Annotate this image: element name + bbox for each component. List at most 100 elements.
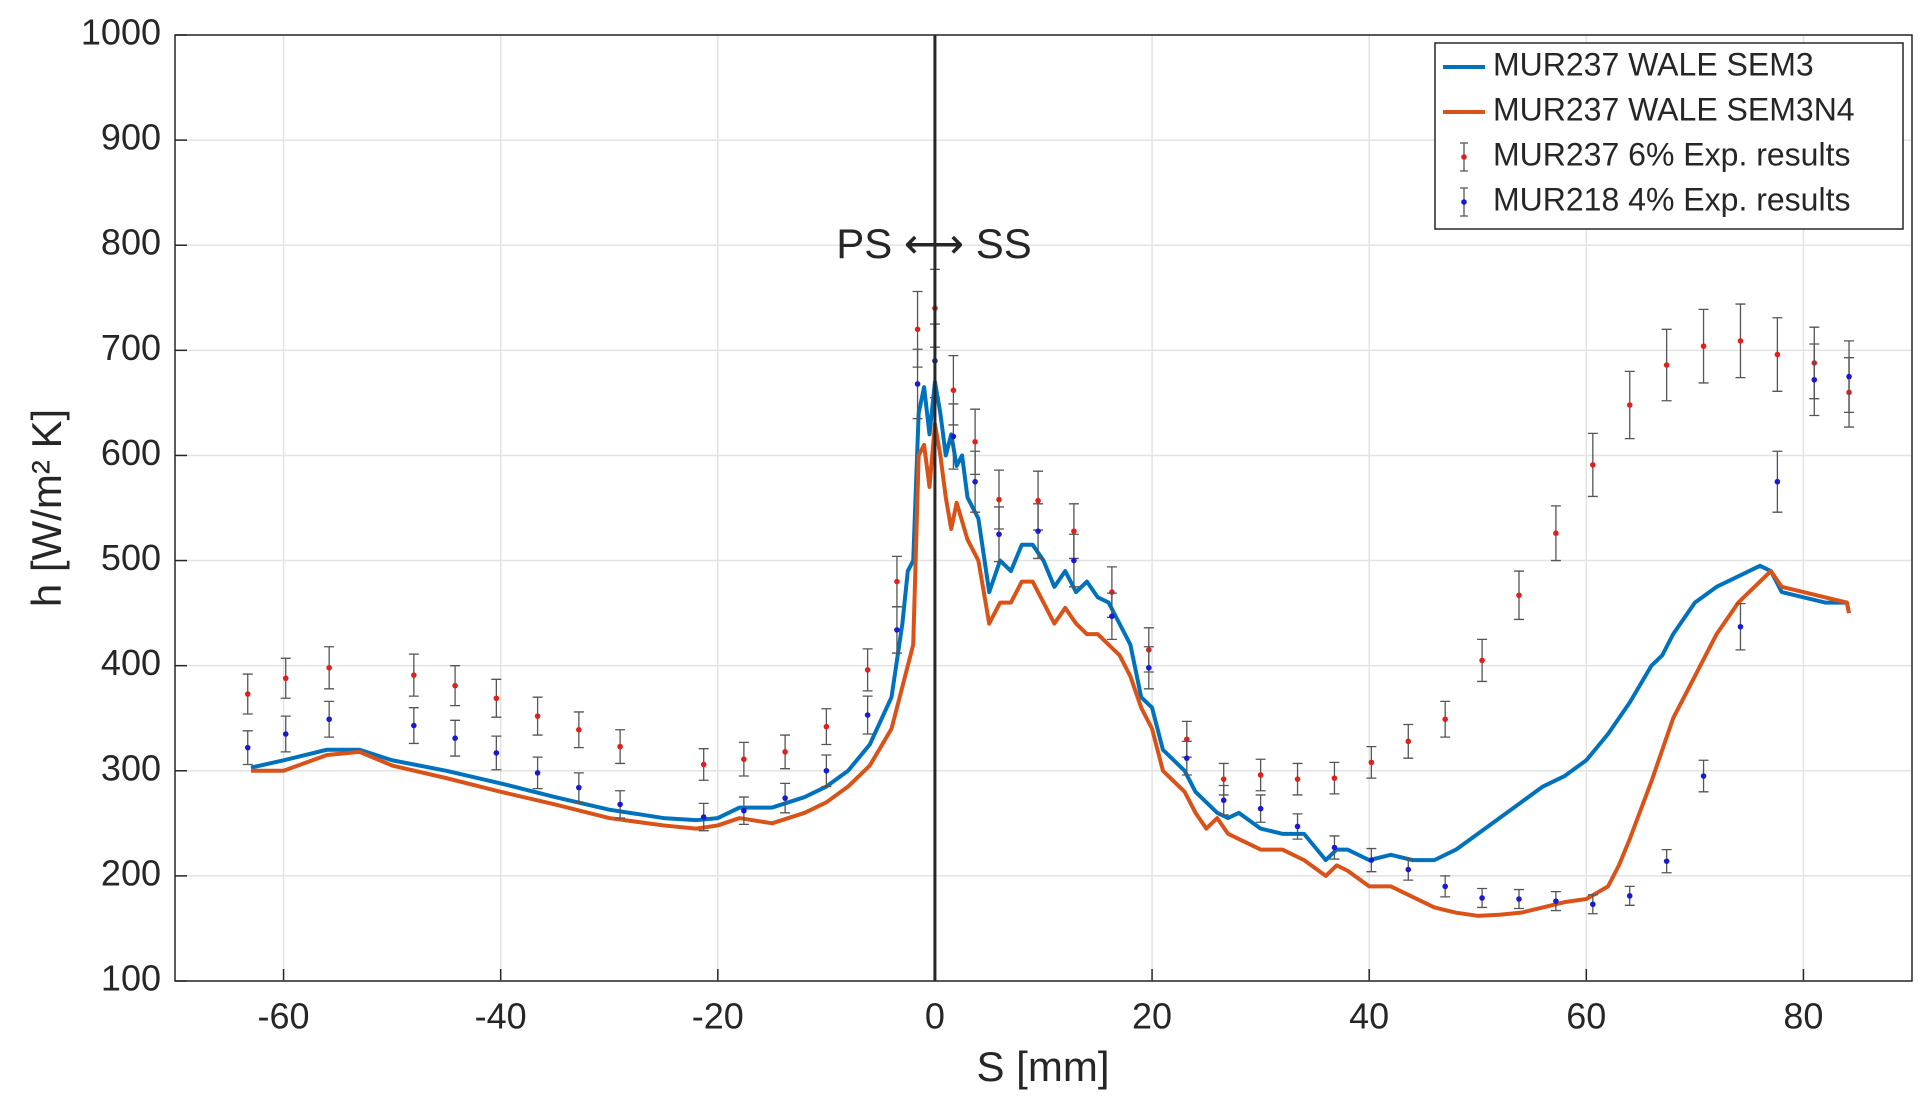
x-tick-label: 0 — [925, 996, 945, 1037]
data-point — [1516, 896, 1522, 902]
error-point — [1292, 813, 1303, 840]
error-point — [738, 741, 749, 777]
data-point — [864, 667, 871, 673]
error-point — [1366, 745, 1377, 779]
error-point — [1661, 328, 1672, 402]
error-point — [242, 730, 253, 766]
y-tick-label: 900 — [101, 117, 161, 158]
legend: MUR237 WALE SEM3 MUR237 WALE SEM3N4 MUR237… — [1434, 42, 1904, 230]
error-point — [1477, 887, 1488, 909]
data-point — [1663, 362, 1670, 368]
data-point — [282, 675, 289, 682]
data-point — [972, 478, 978, 485]
data-point — [894, 627, 900, 633]
grid — [174, 34, 1913, 982]
data-point — [1405, 738, 1412, 745]
data-point — [1331, 775, 1338, 781]
data-point — [1368, 857, 1375, 863]
data-point — [1590, 901, 1596, 908]
y-tick-label: 700 — [101, 327, 161, 368]
data-point — [282, 731, 289, 737]
error-point — [615, 790, 626, 819]
data-point — [1774, 478, 1781, 485]
error-point — [1329, 835, 1340, 860]
error-point — [698, 748, 709, 781]
data-point — [576, 726, 582, 733]
data-point — [972, 438, 978, 445]
data-point — [1774, 351, 1781, 358]
y-tick-label: 200 — [101, 852, 161, 893]
error-point — [1440, 875, 1451, 898]
data-point — [1737, 338, 1744, 344]
data-point — [1479, 657, 1485, 664]
data-point — [1184, 755, 1190, 761]
error-point — [1587, 894, 1598, 915]
data-line — [250, 379, 1851, 863]
x-tick-label: -60 — [258, 996, 310, 1037]
error-point — [1550, 505, 1561, 562]
data-point — [1071, 528, 1077, 534]
data-point — [700, 814, 707, 820]
error-point — [1403, 858, 1414, 881]
data-point — [452, 682, 458, 689]
error-point — [573, 772, 584, 803]
error-point — [1772, 317, 1783, 392]
data-point — [493, 750, 500, 756]
error-point — [1587, 432, 1598, 498]
error-point — [1143, 646, 1154, 690]
legend-box — [1434, 42, 1904, 230]
error-point — [862, 648, 873, 692]
error-point — [821, 708, 832, 746]
error-point — [408, 707, 419, 745]
error-point — [821, 754, 832, 788]
data-point — [326, 716, 332, 723]
data-point — [1811, 376, 1818, 383]
data-point — [1700, 773, 1707, 779]
error-point — [280, 657, 291, 699]
data-point — [1109, 613, 1115, 620]
data-point — [894, 578, 900, 585]
data-point — [782, 749, 788, 755]
data-point — [1405, 866, 1412, 873]
error-point — [1698, 759, 1709, 793]
data-point — [411, 672, 417, 678]
error-point — [1218, 784, 1229, 816]
error-point — [1181, 740, 1192, 776]
error-point — [491, 678, 502, 718]
axes-box — [174, 34, 1913, 982]
data-point — [996, 531, 1002, 538]
x-tick-label: -20 — [692, 996, 744, 1037]
data-point — [534, 770, 541, 776]
data-point — [950, 387, 957, 394]
error-point — [1255, 794, 1266, 823]
y-tick-label: 400 — [101, 642, 161, 683]
error-point — [1255, 758, 1266, 792]
data-line — [250, 421, 1851, 918]
error-point — [1477, 638, 1488, 683]
error-point — [1624, 370, 1635, 440]
data-point — [1479, 895, 1485, 901]
data-point — [452, 735, 458, 741]
data-point — [1368, 759, 1375, 766]
error-point — [912, 348, 923, 420]
error-point — [1440, 700, 1451, 738]
error-point — [1033, 503, 1044, 560]
error-point — [1550, 891, 1561, 912]
data-point — [741, 756, 747, 763]
data-point — [1257, 805, 1264, 812]
data-point — [244, 691, 251, 697]
error-point — [615, 729, 626, 765]
legend-label: MUR218 4% Exp. results — [1493, 181, 1850, 217]
error-point — [280, 715, 291, 753]
error-point — [1661, 848, 1672, 874]
data-point — [741, 807, 747, 814]
y-tick-label: 300 — [101, 747, 161, 788]
y-tick-label: 100 — [101, 958, 161, 999]
error-point — [1772, 450, 1783, 513]
error-point — [948, 403, 959, 470]
error-point — [891, 606, 902, 654]
data-point — [1220, 797, 1227, 804]
legend-label: MUR237 WALE SEM3 — [1493, 46, 1814, 82]
data-point — [996, 496, 1002, 503]
